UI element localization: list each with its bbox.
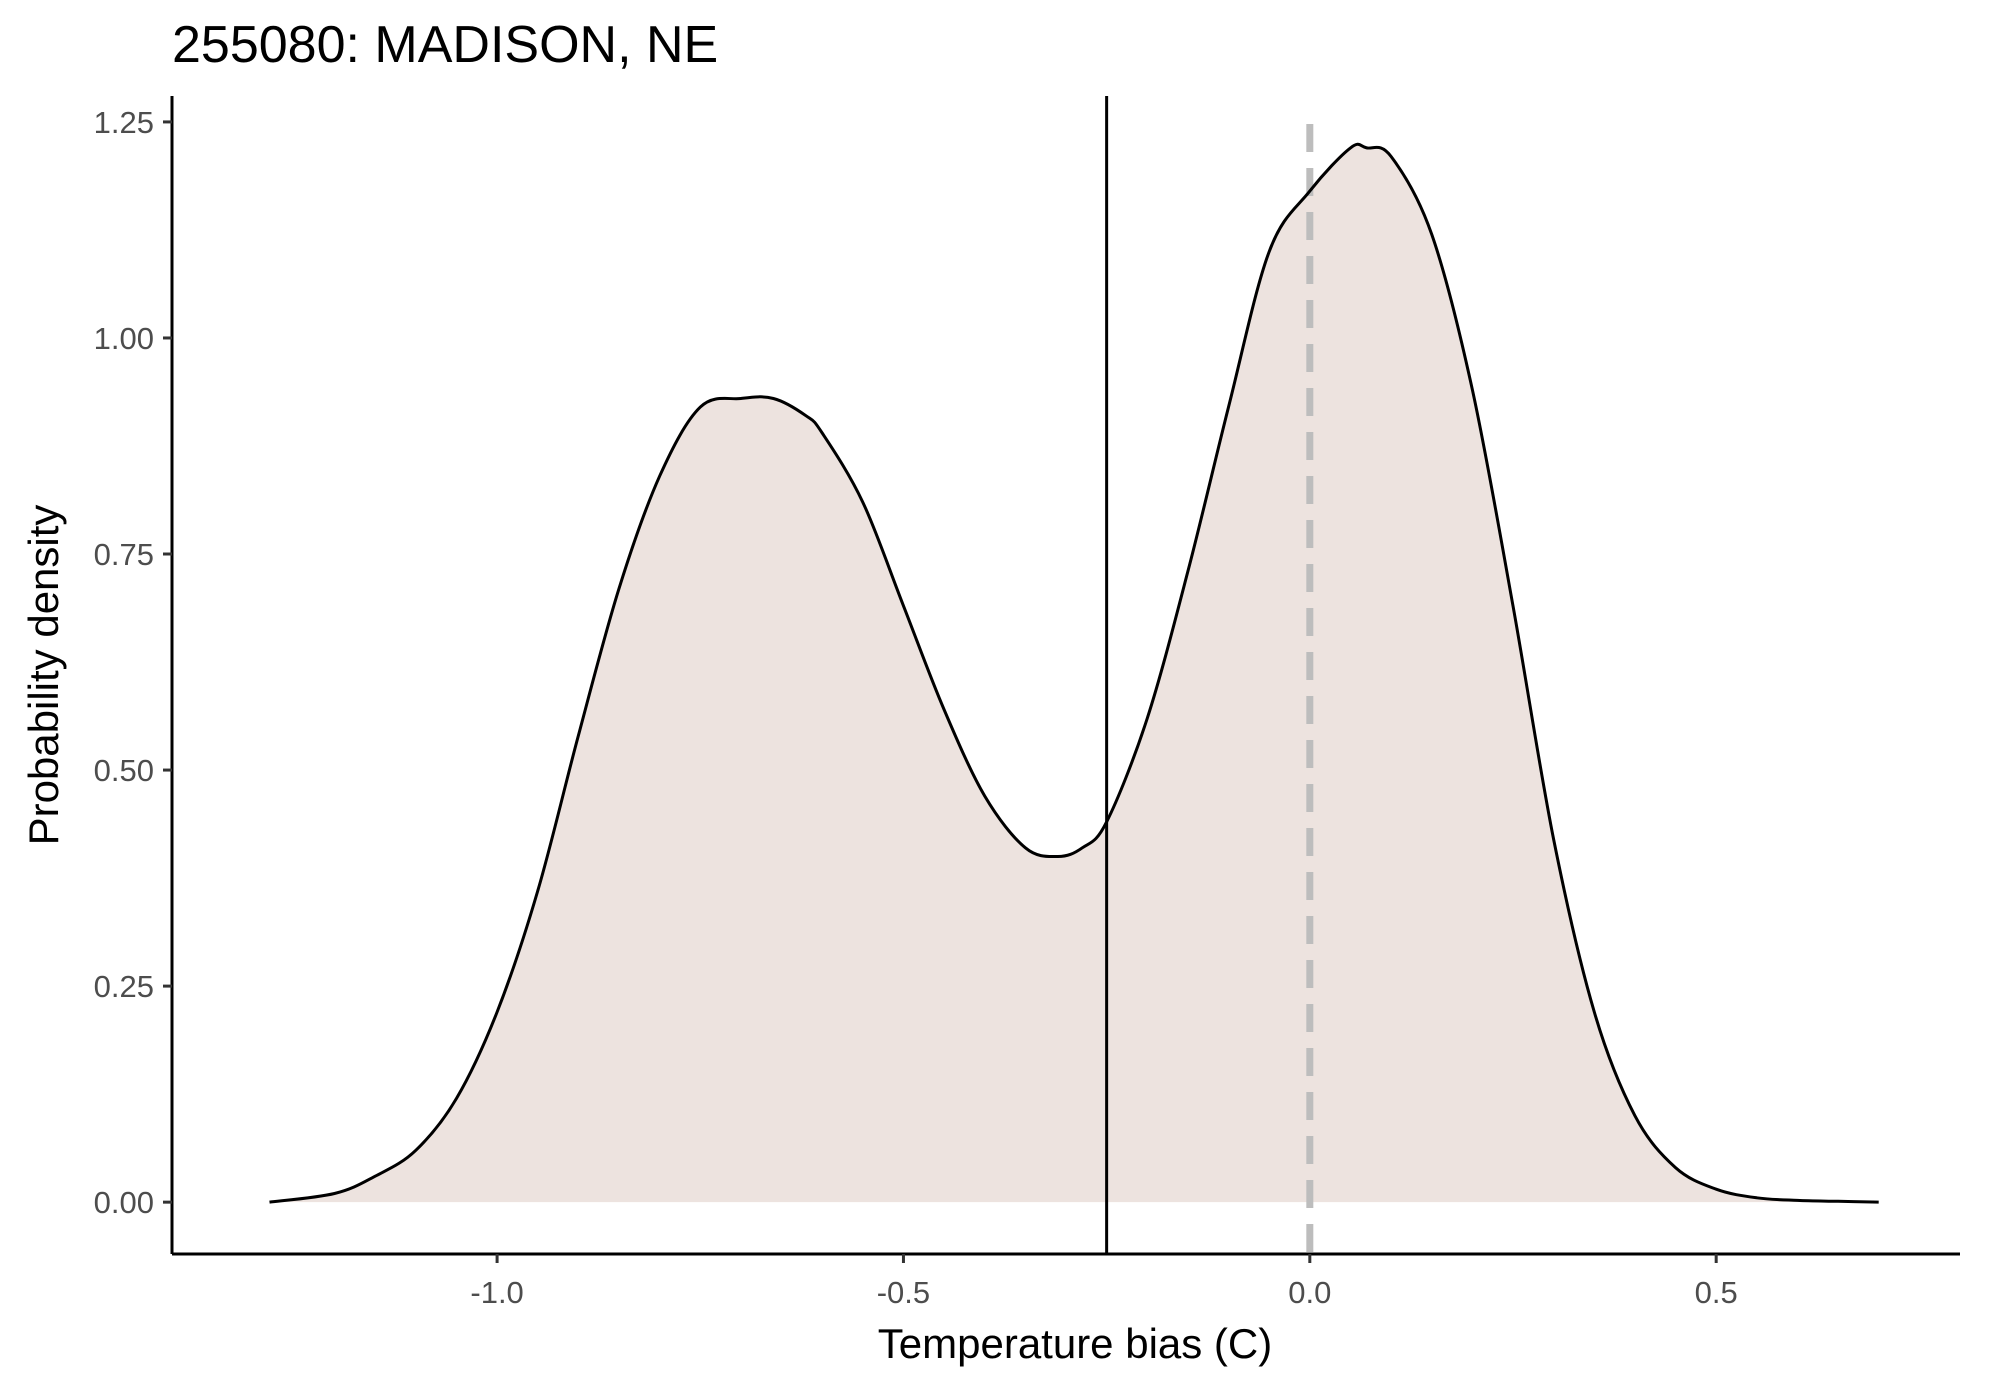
y-axis-title: Probability density [20,505,67,846]
density-curve [269,142,1879,1204]
plot-area [269,96,1879,1254]
y-tick-label: 0.75 [94,537,154,572]
x-tick-label: 0.5 [1695,1275,1738,1310]
x-tick-label: -1.0 [470,1275,523,1310]
y-tick-label: 1.25 [94,105,154,140]
x-axis-title: Temperature bias (C) [878,1320,1272,1367]
x-tick-label: 0.0 [1288,1275,1331,1310]
density-area [269,144,1879,1203]
chart-title: 255080: MADISON, NE [172,16,718,74]
x-axis: -1.0 -0.5 0.0 0.5 [172,1252,1960,1310]
x-tick-label: -0.5 [877,1275,930,1310]
y-axis: 0.00 0.25 0.50 0.75 1.00 1.25 [94,96,174,1254]
y-tick-label: 0.00 [94,1185,154,1220]
y-tick-label: 1.00 [94,321,154,356]
y-tick-label: 0.25 [94,969,154,1004]
y-tick-label: 0.50 [94,753,154,788]
